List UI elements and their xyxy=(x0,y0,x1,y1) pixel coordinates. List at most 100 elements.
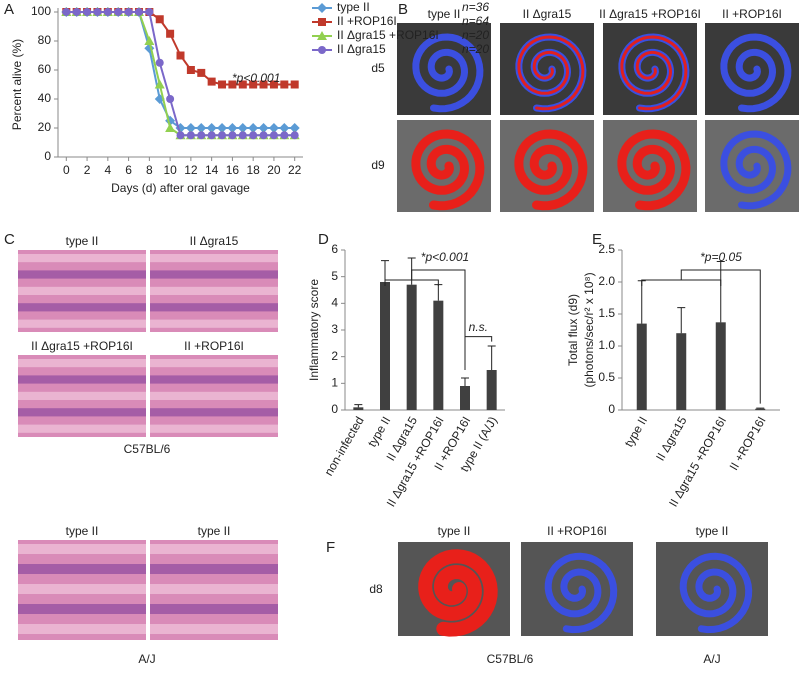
x-tick-label: 20 xyxy=(267,163,281,177)
x-tick-label: non-infected xyxy=(322,414,367,478)
bar xyxy=(406,284,417,410)
marker xyxy=(237,123,248,133)
column-label: type II xyxy=(428,7,461,21)
marker xyxy=(145,8,154,16)
x-tick-label: 6 xyxy=(125,163,132,177)
histology-band xyxy=(150,544,278,554)
y-tick-label: 2.0 xyxy=(598,274,615,288)
intestine-signal xyxy=(412,33,484,113)
marker xyxy=(269,80,278,89)
intestine-signal xyxy=(418,549,498,637)
bar xyxy=(433,300,444,410)
marker xyxy=(227,123,238,133)
marker xyxy=(155,58,164,67)
histology-band xyxy=(18,544,146,554)
marker xyxy=(114,8,123,16)
histology-band xyxy=(18,375,146,384)
error-bar xyxy=(716,261,725,323)
bar xyxy=(380,282,390,410)
histology-band xyxy=(150,564,278,574)
panel-label: D xyxy=(318,231,329,248)
marker xyxy=(259,131,268,140)
marker xyxy=(249,131,258,140)
y-tick-label: 2 xyxy=(331,349,338,363)
row-label: d9 xyxy=(371,158,385,172)
x-tick-label: 22 xyxy=(288,163,302,177)
y-tick-label: 2.5 xyxy=(598,242,615,256)
histology-band xyxy=(18,286,146,295)
annotation: *p<0.001 xyxy=(421,250,469,264)
image-label: II Δgra15 +ROP16I xyxy=(31,339,133,353)
y-tick-label: 1.5 xyxy=(598,306,615,320)
marker xyxy=(93,8,102,16)
image-label: II Δgra15 xyxy=(190,234,239,248)
strain-label: A/J xyxy=(703,652,720,666)
histology-band xyxy=(18,564,146,574)
marker xyxy=(72,8,81,16)
marker xyxy=(280,131,289,140)
intestine-signal xyxy=(514,129,588,211)
marker xyxy=(249,80,258,89)
marker xyxy=(176,131,185,140)
marker xyxy=(259,80,268,89)
legend-n: n=20 xyxy=(462,42,489,56)
y-tick-label: 100 xyxy=(31,4,51,18)
column-label: II +ROP16I xyxy=(722,7,782,21)
marker xyxy=(317,31,327,40)
bar xyxy=(755,408,766,410)
image-label: type II xyxy=(696,524,729,538)
intestine-signal xyxy=(620,35,688,111)
marker xyxy=(186,131,195,140)
image-label: type II xyxy=(66,524,99,538)
y-tick-label: 0.5 xyxy=(598,370,615,384)
marker xyxy=(134,8,143,16)
intestine-signal xyxy=(544,552,618,634)
day-label: d8 xyxy=(369,582,383,596)
y-tick-label: 0 xyxy=(331,402,338,416)
marker xyxy=(317,3,327,13)
intestine-signal xyxy=(617,129,691,211)
marker xyxy=(124,8,133,16)
column-label: II Δgra15 xyxy=(523,7,572,21)
x-tick-label: 16 xyxy=(226,163,240,177)
y-tick-label: 1 xyxy=(331,376,338,390)
y-tick-label: 0 xyxy=(44,149,51,163)
marker xyxy=(280,80,289,89)
marker xyxy=(62,8,71,16)
marker xyxy=(176,51,185,60)
annotation: *p<0.001 xyxy=(232,71,280,85)
intestine-signal xyxy=(720,33,792,113)
marker xyxy=(186,66,195,74)
legend-n: n=64 xyxy=(462,14,489,28)
y-axis-title: (photons/sec/r² x 10⁸) xyxy=(582,272,596,387)
marker xyxy=(217,123,228,133)
strain-label: C57BL/6 xyxy=(487,652,534,666)
marker xyxy=(166,29,175,38)
x-tick-label: 2 xyxy=(84,163,91,177)
marker xyxy=(228,80,237,89)
legend-n: n=20 xyxy=(462,28,489,42)
histology-band xyxy=(150,270,278,279)
image-label: type II xyxy=(198,524,231,538)
y-tick-label: 0 xyxy=(608,402,615,416)
histology-band xyxy=(18,254,146,263)
marker xyxy=(207,131,216,140)
y-tick-label: 3 xyxy=(331,322,338,336)
histology-band xyxy=(18,303,146,312)
image-label: type II xyxy=(438,524,471,538)
marker xyxy=(207,77,216,86)
y-tick-label: 20 xyxy=(38,120,52,134)
bracket xyxy=(384,269,466,370)
marker xyxy=(289,123,300,133)
marker xyxy=(279,123,290,133)
x-tick-label: 8 xyxy=(146,163,153,177)
x-tick-label: 4 xyxy=(104,163,111,177)
annotation: n.s. xyxy=(469,320,488,334)
error-bar xyxy=(461,377,469,386)
histology-band xyxy=(150,604,278,614)
bar xyxy=(353,407,364,410)
x-tick-label: 10 xyxy=(163,163,177,177)
marker xyxy=(197,68,206,77)
marker xyxy=(218,80,227,89)
marker xyxy=(238,80,247,89)
